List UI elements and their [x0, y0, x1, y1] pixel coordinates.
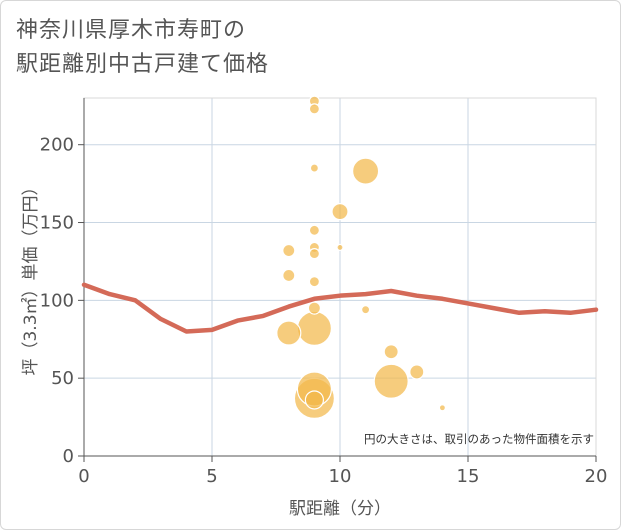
- data-point: [438, 404, 446, 412]
- data-point: [336, 243, 344, 252]
- y-tick-label: 200: [40, 135, 74, 156]
- y-tick-label: 50: [51, 368, 74, 389]
- bubble-size-note: 円の大きさは、取引のあった物件面積を示す: [364, 432, 594, 446]
- data-point: [282, 243, 296, 258]
- x-tick-label: 20: [585, 466, 608, 487]
- data-point: [296, 310, 332, 346]
- data-point: [409, 364, 425, 380]
- x-tick-label: 10: [329, 466, 352, 487]
- data-point: [307, 301, 321, 315]
- data-point: [309, 163, 319, 173]
- chart-title-line-1: 神奈川県厚木市寿町の: [16, 18, 247, 43]
- data-point: [308, 276, 320, 288]
- data-point: [331, 203, 349, 221]
- data-point: [304, 390, 324, 410]
- data-point: [308, 248, 320, 260]
- x-tick-label: 5: [206, 466, 217, 487]
- data-point: [373, 363, 409, 399]
- data-point: [276, 320, 302, 346]
- x-tick-label: 15: [457, 466, 480, 487]
- data-point: [361, 305, 371, 315]
- y-tick-label: 100: [40, 290, 74, 311]
- data-point: [282, 268, 296, 283]
- y-tick-label: 0: [63, 446, 74, 467]
- chart-title-line-2: 駅距離別中古戸建て価格: [16, 52, 270, 77]
- data-point: [308, 103, 320, 115]
- average-price-line: [81, 282, 599, 334]
- y-tick-label: 150: [40, 213, 74, 234]
- data-point: [383, 344, 399, 360]
- y-axis-title: 坪（3.3㎡）単価（万円）: [21, 178, 41, 375]
- x-axis-title: 駅距離（分）: [289, 499, 391, 519]
- data-point: [352, 157, 380, 185]
- data-point: [308, 224, 320, 236]
- x-tick-label: 0: [78, 466, 89, 487]
- chart-title: 神奈川県厚木市寿町の 駅距離別中古戸建て価格: [16, 14, 269, 82]
